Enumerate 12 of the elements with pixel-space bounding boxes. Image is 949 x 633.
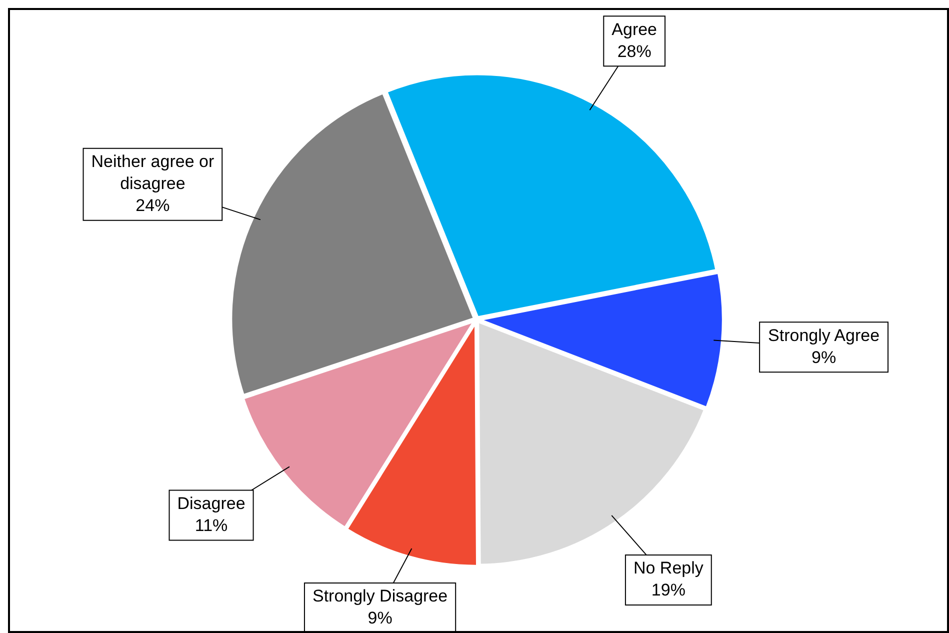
slice-label: Disagree	[177, 494, 246, 513]
slice-label: No Reply	[633, 558, 704, 578]
data-label: 9%	[811, 348, 836, 367]
data-label: 9%	[368, 608, 392, 628]
slice-label: Agree	[612, 20, 658, 39]
slice-label: Neither agree or disagree	[91, 152, 214, 194]
data-label: 19%	[651, 580, 686, 600]
slice-label: Strongly Disagree	[312, 586, 448, 606]
data-label: 24%	[136, 196, 170, 216]
slice-label: Strongly Agree	[768, 326, 880, 345]
data-label: 11%	[194, 516, 228, 535]
data-label: 28%	[617, 42, 652, 61]
